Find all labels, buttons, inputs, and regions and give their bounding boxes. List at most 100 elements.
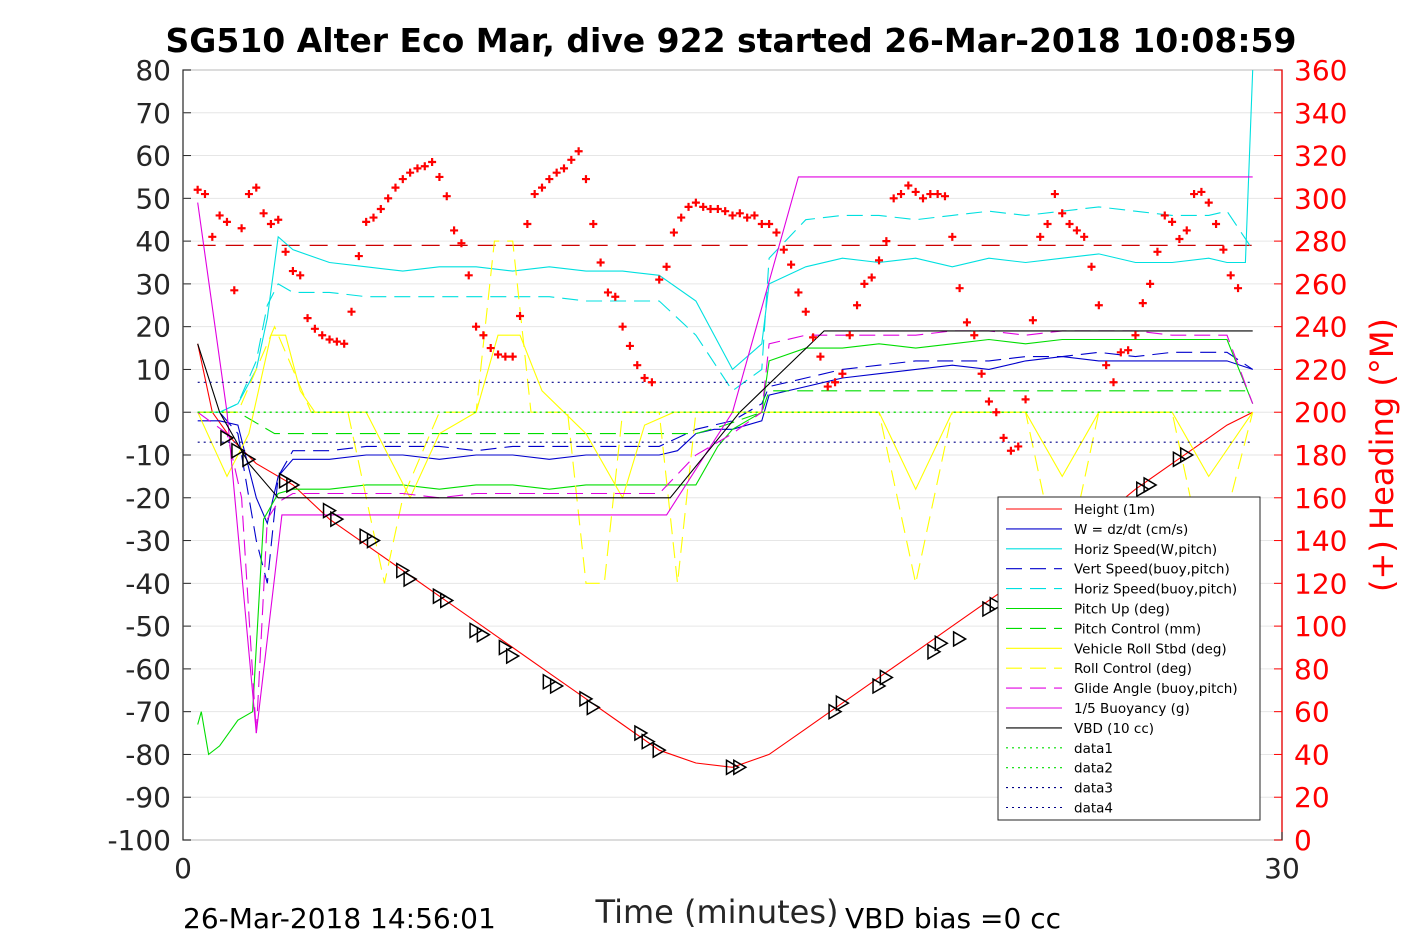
heading-marker	[926, 190, 935, 199]
heading-marker	[457, 239, 466, 248]
depth-marker	[989, 596, 1004, 614]
heading-marker	[208, 232, 217, 241]
depth-marker	[505, 647, 521, 665]
legend-entry: Vehicle Roll Stbd (deg)	[1074, 641, 1227, 657]
heading-marker	[1087, 262, 1096, 271]
depth-marker	[286, 476, 301, 494]
heading-marker	[603, 288, 612, 297]
heading-marker	[464, 271, 473, 280]
heading-marker	[1065, 220, 1074, 228]
heading-marker	[999, 433, 1008, 442]
heading-marker	[897, 190, 906, 199]
heading-marker	[1043, 220, 1052, 228]
y-right-tick-label: 180	[1294, 439, 1347, 472]
heading-marker	[743, 213, 752, 222]
heading-marker	[318, 331, 327, 340]
heading-marker	[391, 183, 400, 192]
depth-marker	[641, 733, 656, 750]
heading-marker	[911, 187, 920, 196]
heading-marker	[1058, 209, 1067, 218]
y-tick-label: -80	[125, 738, 171, 771]
series-line-4	[197, 206, 1254, 413]
heading-marker	[296, 271, 305, 280]
heading-marker	[589, 220, 598, 228]
heading-marker	[1028, 316, 1037, 325]
y-tick-label: -90	[125, 781, 171, 814]
y-right-tick-label: 80	[1294, 653, 1330, 686]
y-right-tick-label: 340	[1294, 97, 1347, 130]
y-right-tick-label: 300	[1294, 182, 1347, 215]
heading-marker	[618, 322, 627, 331]
series-line-10	[197, 176, 1253, 734]
depth-marker	[242, 450, 257, 468]
y-right-tick-label: 260	[1294, 268, 1347, 301]
heading-marker	[831, 378, 840, 387]
heading-marker	[955, 284, 964, 293]
heading-marker	[325, 335, 334, 344]
y-tick-label: -100	[107, 824, 171, 857]
y-right-tick-label: 60	[1294, 696, 1330, 729]
heading-marker	[801, 307, 810, 316]
y-tick-label: 30	[135, 268, 171, 301]
heading-marker	[721, 207, 730, 216]
heading-marker	[538, 183, 547, 192]
heading-marker	[384, 194, 393, 203]
x-tick-label: 0	[174, 852, 192, 885]
y-right-tick-label: 0	[1294, 824, 1312, 857]
depth-marker	[982, 600, 997, 618]
depth-marker	[403, 570, 418, 588]
heading-marker	[1234, 284, 1243, 293]
heading-marker	[1014, 442, 1023, 451]
heading-marker	[398, 175, 407, 184]
y-right-tick-label: 140	[1294, 525, 1347, 558]
depth-marker	[278, 472, 294, 489]
heading-marker	[266, 220, 275, 228]
heading-marker	[428, 157, 437, 166]
y-right-tick-label: 20	[1294, 781, 1330, 814]
heading-marker	[413, 164, 422, 173]
legend-entry: data1	[1074, 741, 1113, 757]
depth-marker	[549, 677, 565, 695]
heading-marker	[625, 341, 634, 350]
depth-marker	[952, 630, 968, 648]
y-tick-label: 20	[135, 311, 171, 344]
y-tick-label: 80	[135, 54, 171, 87]
legend-entry: Horiz Speed(W,pitch)	[1074, 542, 1217, 558]
heading-marker	[750, 211, 759, 220]
y-tick-label: -70	[125, 696, 171, 729]
y-tick-label: 50	[135, 182, 171, 215]
depth-marker	[586, 699, 601, 716]
heading-marker	[215, 211, 224, 220]
depth-marker	[330, 510, 345, 528]
depth-marker	[1143, 476, 1158, 494]
legend-entry: Horiz Speed(buoy,pitch)	[1074, 582, 1237, 598]
heading-marker	[1153, 247, 1162, 256]
heading-marker	[779, 245, 788, 254]
heading-marker	[244, 190, 253, 199]
heading-marker	[1006, 446, 1015, 455]
y-right-tick-label: 40	[1294, 738, 1330, 771]
depth-marker	[440, 592, 455, 609]
heading-marker	[809, 333, 818, 342]
y-right-tick-label: 280	[1294, 225, 1347, 258]
legend-entry: Pitch Up (deg)	[1074, 602, 1170, 618]
footer-timestamp: 26-Mar-2018 14:56:01	[183, 902, 496, 935]
heading-marker	[354, 252, 363, 261]
series-line-5	[197, 338, 1254, 756]
y-tick-label: 40	[135, 225, 171, 258]
heading-marker	[1204, 198, 1213, 207]
y-right-tick-label: 160	[1294, 482, 1347, 515]
heading-marker	[1197, 187, 1206, 196]
depth-marker	[828, 703, 843, 720]
heading-marker	[1219, 245, 1228, 254]
heading-marker	[845, 331, 854, 340]
legend-entry: W = dz/dt (cm/s)	[1074, 522, 1188, 538]
heading-marker	[472, 322, 481, 331]
y-tick-label: 60	[135, 140, 171, 173]
y-tick-label: -60	[125, 653, 171, 686]
heading-marker	[1146, 279, 1155, 288]
legend-entry: Glide Angle (buoy,pitch)	[1074, 681, 1238, 697]
heading-marker	[1050, 190, 1059, 199]
depth-marker	[1172, 450, 1187, 468]
series-line-2	[197, 69, 1254, 413]
